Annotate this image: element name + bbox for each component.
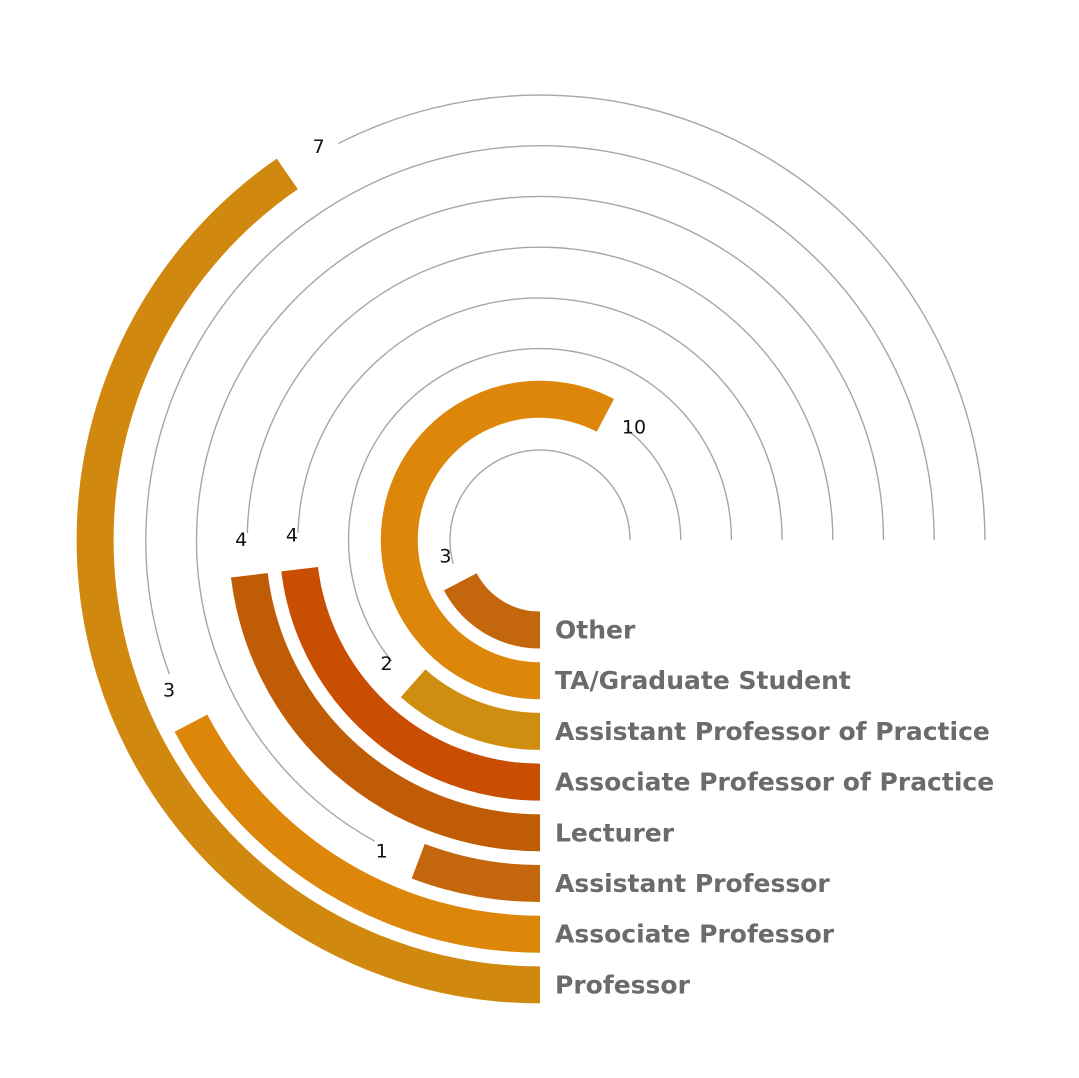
bar-associate-professor-of-practice [281,566,541,801]
track-associate-professor-of-practice [297,297,783,541]
track-associate-professor [145,145,935,675]
category-label-assistant-professor: Assistant Professor [555,869,830,898]
value-label-lecturer: 4 [235,529,247,551]
category-label-associate-professor: Associate Professor [555,920,835,949]
value-label-other: 3 [439,545,451,567]
bar-associate-professor [174,714,541,953]
track-other [449,449,631,565]
category-label-professor: Professor [555,970,691,999]
background-tracks [145,94,986,842]
category-label-other: Other [555,616,636,645]
track-ta-graduate-student [625,428,682,541]
bar-lecturer [230,573,541,852]
category-label-assistant-professor-of-practice: Assistant Professor of Practice [555,717,990,746]
bar-other [443,572,541,649]
value-label-ta-graduate-student: 10 [622,416,646,438]
bar-assistant-professor [411,843,541,902]
value-label-assistant-professor: 1 [376,841,388,863]
track-lecturer [246,246,834,541]
bar-professor [76,158,541,1004]
category-label-associate-professor-of-practice: Associate Professor of Practice [555,768,994,797]
category-label-lecturer: Lecturer [555,818,675,847]
track-professor [338,94,986,541]
category-label-ta-graduate-student: TA/Graduate Student [555,666,851,695]
track-assistant-professor [195,195,885,842]
bar-ta-graduate-student [380,380,614,700]
track-assistant-professor-of-practice [347,347,733,662]
value-labels: 3 10 2 4 4 1 3 7 [163,136,646,862]
bar-assistant-professor-of-practice [400,669,541,750]
value-label-assistant-professor-of-practice: 2 [380,653,392,675]
value-label-professor: 7 [313,136,325,158]
bars [76,158,614,1004]
value-label-associate-professor: 3 [163,679,175,701]
value-label-associate-professor-of-practice: 4 [286,525,298,547]
category-labels: Other TA/Graduate Student Assistant Profes… [555,616,994,1000]
